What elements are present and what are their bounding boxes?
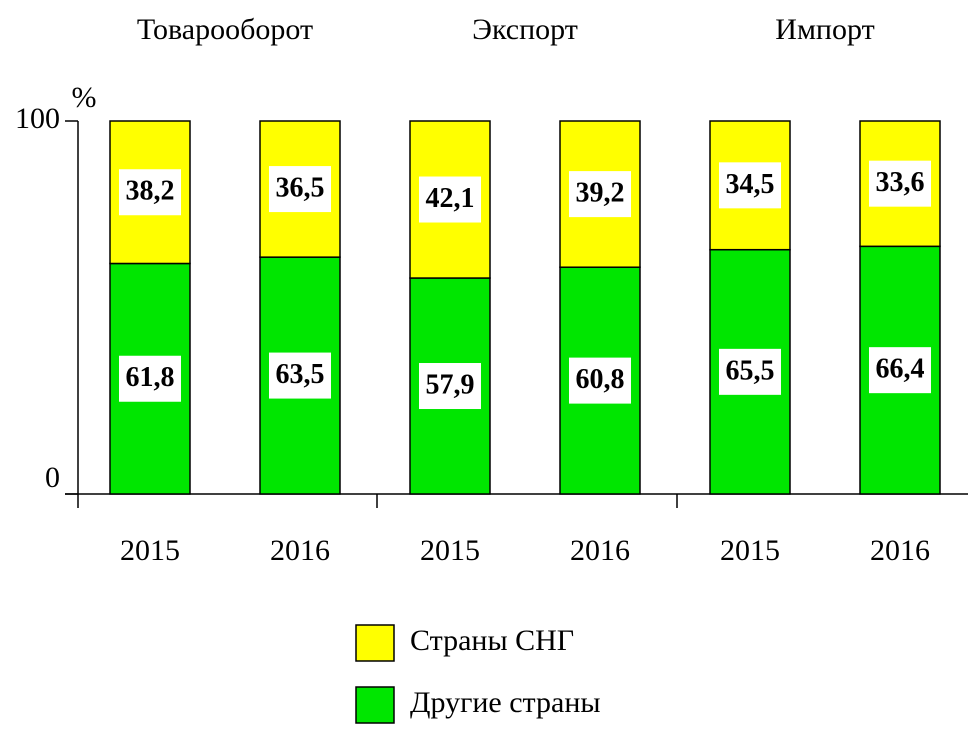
value-label-box [419,176,481,223]
x-tick-label: 2015 [720,534,780,567]
value-label-box [419,363,481,410]
x-tick-label: 2016 [870,534,930,567]
x-tick-label: 2015 [420,534,480,567]
x-tick-label: 2016 [270,534,330,567]
value-label-box [269,352,331,399]
value-label-box [569,171,631,218]
y-axis-label: % [72,81,97,114]
value-label-box [269,166,331,213]
x-tick-label: 2015 [120,534,180,567]
value-label: 66,4 [876,354,925,385]
value-label: 65,5 [726,355,775,386]
value-label: 39,2 [576,178,625,209]
x-tick-label: 2016 [570,534,630,567]
legend-swatch [355,624,395,662]
y-tick-label: 0 [45,461,60,494]
value-label: 34,5 [726,169,775,200]
value-label-box [119,355,181,402]
legend-label: Другие страны [410,686,601,719]
y-tick-label: 100 [15,102,60,135]
group-title: Импорт [775,13,874,46]
value-label: 33,6 [876,167,925,198]
group-title: Товарооборот [137,13,313,46]
value-label: 61,8 [126,362,175,393]
value-label-box [869,160,931,207]
value-label: 63,5 [276,359,325,390]
value-label-box [119,169,181,216]
value-label: 57,9 [426,369,475,400]
value-label-box [569,357,631,404]
legend-label: Страны СНГ [410,624,574,657]
legend-swatch [355,686,395,724]
value-label: 38,2 [126,176,175,207]
value-label-box [719,162,781,209]
value-label: 36,5 [276,172,325,203]
value-label-box [719,348,781,395]
value-label-box [869,347,931,394]
group-title: Экспорт [472,13,578,46]
value-label: 60,8 [576,364,625,395]
value-label: 42,1 [426,183,475,214]
